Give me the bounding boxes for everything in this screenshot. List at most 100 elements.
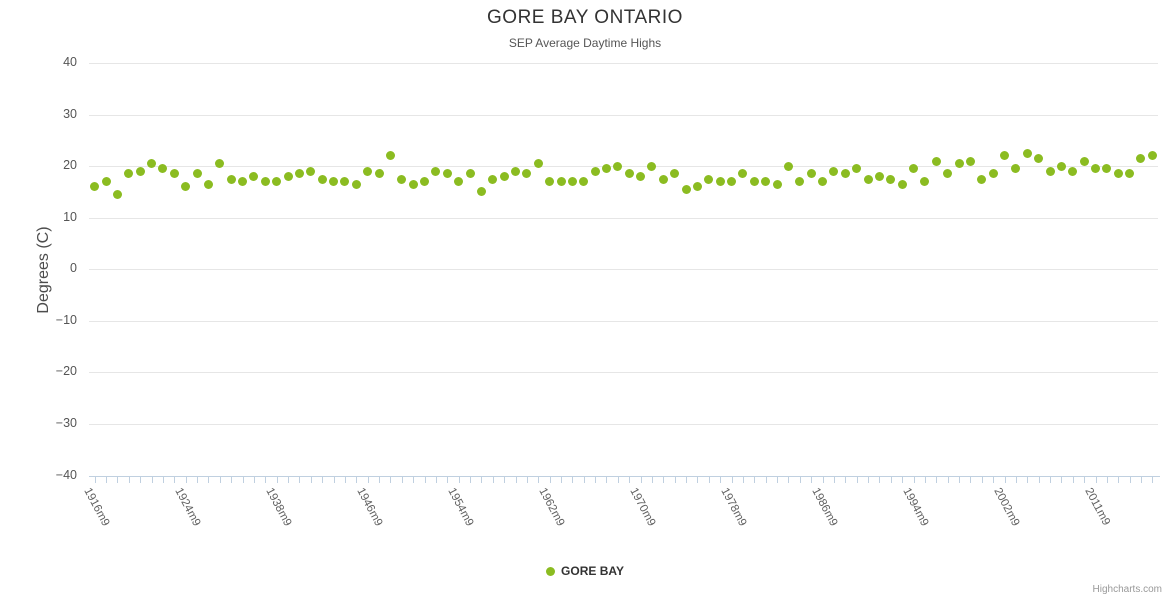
data-point[interactable] xyxy=(692,182,702,192)
data-point[interactable] xyxy=(556,177,566,187)
data-point[interactable] xyxy=(783,161,793,171)
data-point[interactable] xyxy=(112,190,122,199)
data-point[interactable] xyxy=(874,171,884,181)
data-point[interactable] xyxy=(829,166,839,176)
data-point[interactable] xyxy=(158,164,168,174)
data-point[interactable] xyxy=(738,169,748,179)
data-point[interactable] xyxy=(294,169,304,179)
data-point[interactable] xyxy=(670,169,680,179)
data-point[interactable] xyxy=(806,169,816,179)
data-point[interactable] xyxy=(442,169,452,179)
data-point[interactable] xyxy=(658,174,668,184)
data-point[interactable] xyxy=(545,177,555,187)
data-point[interactable] xyxy=(533,159,543,168)
data-point[interactable] xyxy=(852,164,862,174)
data-point[interactable] xyxy=(897,179,907,189)
data-point[interactable] xyxy=(420,177,429,187)
data-point[interactable] xyxy=(1011,164,1021,174)
data-point[interactable] xyxy=(965,156,975,166)
data-point[interactable] xyxy=(499,171,509,181)
data-point[interactable] xyxy=(1056,161,1066,171)
data-point[interactable] xyxy=(363,166,373,176)
data-point[interactable] xyxy=(601,164,611,174)
data-point[interactable] xyxy=(1091,164,1100,174)
data-point[interactable] xyxy=(579,177,589,187)
data-point[interactable] xyxy=(522,169,532,179)
data-point[interactable] xyxy=(931,156,941,166)
data-point[interactable] xyxy=(977,174,987,184)
data-point[interactable] xyxy=(954,159,964,168)
data-point[interactable] xyxy=(636,171,646,181)
x-tick xyxy=(606,476,608,483)
data-point[interactable] xyxy=(374,169,384,179)
data-point[interactable] xyxy=(169,169,179,179)
data-point[interactable] xyxy=(283,171,293,181)
data-point[interactable] xyxy=(238,177,247,187)
data-point[interactable] xyxy=(715,177,725,187)
data-point[interactable] xyxy=(886,174,896,184)
data-point[interactable] xyxy=(385,151,395,161)
data-point[interactable] xyxy=(226,174,236,184)
data-point[interactable] xyxy=(727,177,736,187)
data-point[interactable] xyxy=(1125,169,1135,179)
data-point[interactable] xyxy=(351,179,361,189)
data-point[interactable] xyxy=(317,174,327,184)
data-point[interactable] xyxy=(1045,166,1055,176)
data-point[interactable] xyxy=(567,177,577,187)
data-point[interactable] xyxy=(306,166,316,176)
data-point[interactable] xyxy=(943,169,953,179)
data-point[interactable] xyxy=(488,174,498,184)
data-point[interactable] xyxy=(863,174,873,184)
data-point[interactable] xyxy=(192,169,202,179)
data-point[interactable] xyxy=(124,169,134,179)
data-point[interactable] xyxy=(624,169,634,179)
x-tick-label: 1938m9 xyxy=(262,486,294,529)
data-point[interactable] xyxy=(215,159,225,168)
data-point[interactable] xyxy=(1136,153,1146,163)
data-point[interactable] xyxy=(909,164,918,174)
data-point[interactable] xyxy=(272,177,282,187)
data-point[interactable] xyxy=(135,166,145,176)
data-point[interactable] xyxy=(329,177,338,187)
data-point[interactable] xyxy=(511,166,520,176)
data-point[interactable] xyxy=(1022,148,1032,158)
data-point[interactable] xyxy=(795,177,805,187)
data-point[interactable] xyxy=(704,174,714,184)
data-point[interactable] xyxy=(260,177,270,187)
data-point[interactable] xyxy=(147,159,156,168)
data-point[interactable] xyxy=(840,169,850,179)
data-point[interactable] xyxy=(408,179,418,189)
data-point[interactable] xyxy=(90,182,100,192)
data-point[interactable] xyxy=(1079,156,1089,166)
data-point[interactable] xyxy=(613,161,623,171)
data-point[interactable] xyxy=(1102,164,1112,174)
data-point[interactable] xyxy=(988,169,998,179)
legend-item-gore-bay[interactable]: GORE BAY xyxy=(0,561,1170,581)
data-point[interactable] xyxy=(340,177,350,187)
data-point[interactable] xyxy=(465,169,475,179)
data-point[interactable] xyxy=(476,187,486,197)
data-point[interactable] xyxy=(818,177,827,187)
data-point[interactable] xyxy=(590,166,600,176)
data-point[interactable] xyxy=(681,184,691,194)
data-point[interactable] xyxy=(101,177,111,187)
highcharts-credits-link[interactable]: Highcharts.com xyxy=(1092,584,1162,595)
data-point[interactable] xyxy=(772,179,782,189)
data-point[interactable] xyxy=(1068,166,1078,176)
data-point[interactable] xyxy=(249,171,259,181)
data-point[interactable] xyxy=(397,174,407,184)
data-point[interactable] xyxy=(203,179,213,189)
data-point[interactable] xyxy=(431,166,441,176)
data-point[interactable] xyxy=(761,177,771,187)
data-point[interactable] xyxy=(749,177,759,187)
data-point[interactable] xyxy=(1034,153,1044,163)
data-point[interactable] xyxy=(454,177,464,187)
data-point[interactable] xyxy=(1000,151,1009,161)
data-point[interactable] xyxy=(181,182,191,192)
data-point[interactable] xyxy=(920,177,930,187)
x-tick xyxy=(993,476,995,483)
data-point[interactable] xyxy=(1113,169,1123,179)
data-point[interactable] xyxy=(647,161,657,171)
x-tick xyxy=(799,476,801,483)
data-point[interactable] xyxy=(1147,151,1157,161)
